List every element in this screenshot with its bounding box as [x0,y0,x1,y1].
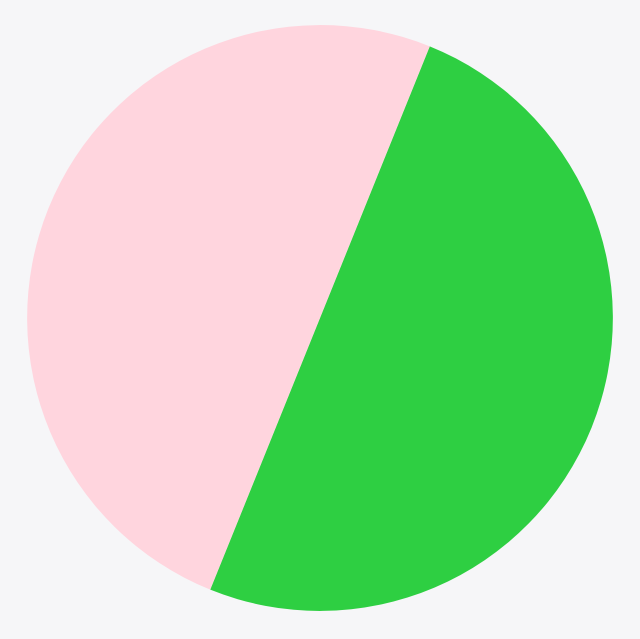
pie-slice-1 [27,25,430,590]
pie-slice-0 [210,46,613,611]
